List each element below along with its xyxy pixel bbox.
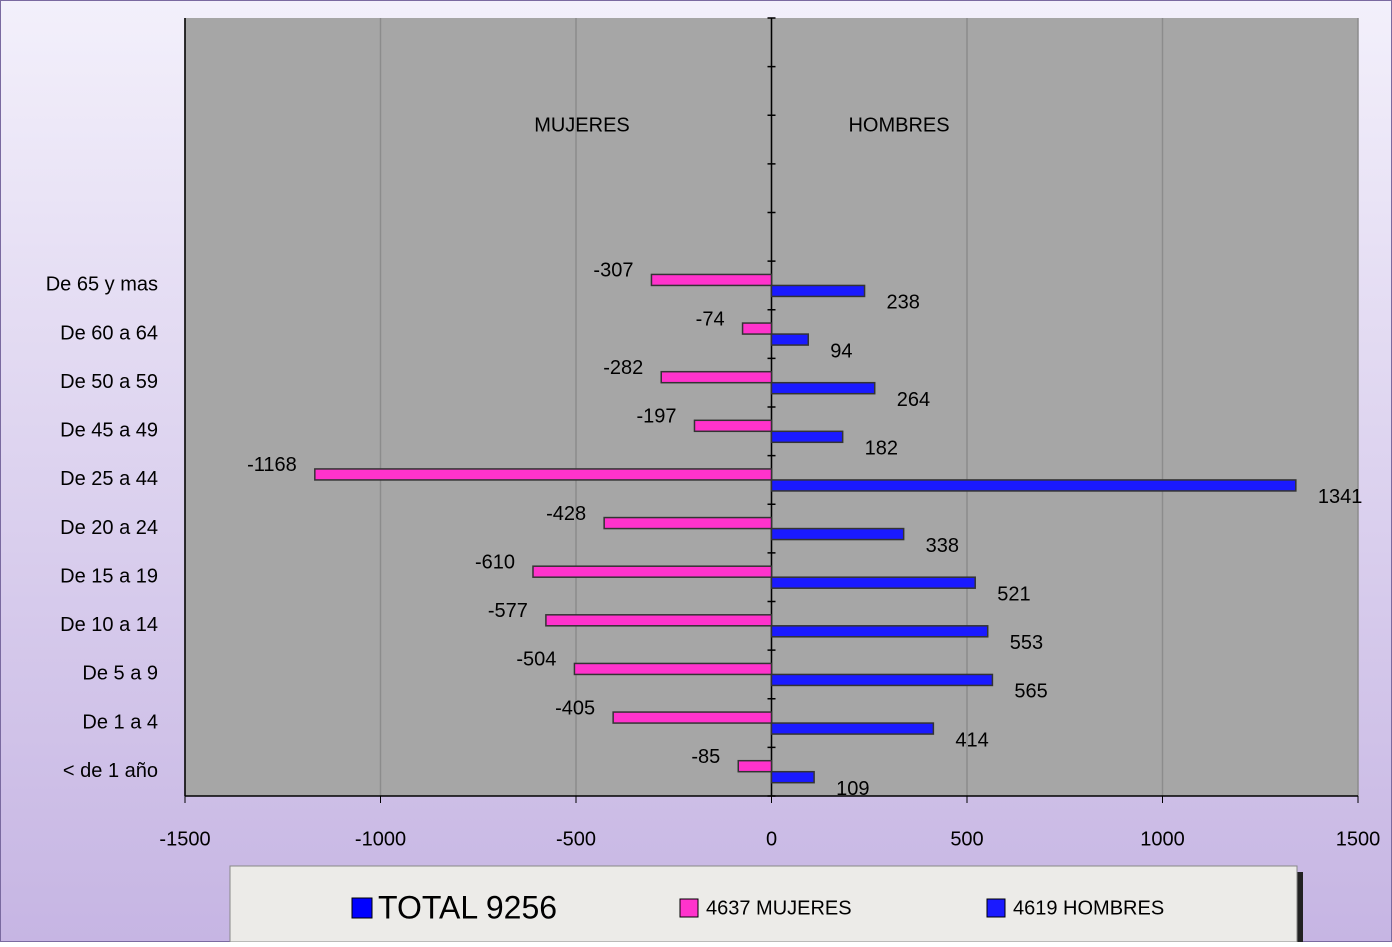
y-tick-label: De 60 a 64 bbox=[60, 322, 158, 344]
bar bbox=[770, 673, 994, 687]
value-label: 414 bbox=[955, 729, 988, 751]
bar bbox=[573, 662, 773, 676]
value-label: 1341 bbox=[1318, 486, 1363, 508]
bar bbox=[660, 370, 773, 384]
legend-swatch bbox=[351, 897, 373, 919]
bar bbox=[770, 770, 815, 784]
value-label: -197 bbox=[636, 406, 676, 428]
annotation: HOMBRES bbox=[848, 114, 949, 136]
value-label: -85 bbox=[691, 746, 720, 768]
bar bbox=[770, 333, 810, 346]
value-label: 264 bbox=[897, 389, 930, 411]
bar bbox=[770, 576, 976, 589]
y-tick-label: De 25 a 44 bbox=[60, 468, 158, 490]
y-tick-label: De 65 y mas bbox=[46, 274, 158, 296]
value-label: -428 bbox=[546, 503, 586, 525]
bar bbox=[314, 468, 773, 481]
bar bbox=[770, 722, 935, 735]
value-label: 238 bbox=[887, 292, 920, 314]
bar bbox=[737, 759, 773, 773]
bar bbox=[741, 322, 773, 335]
y-tick-label: De 20 a 24 bbox=[60, 517, 158, 539]
y-tick-label: De 15 a 19 bbox=[60, 565, 158, 587]
value-label: 521 bbox=[997, 583, 1030, 605]
bar bbox=[770, 527, 905, 541]
bar bbox=[603, 516, 773, 530]
value-label: -1168 bbox=[247, 454, 297, 476]
y-tick-label: De 5 a 9 bbox=[82, 663, 158, 685]
value-label: -577 bbox=[488, 600, 528, 622]
value-label: 109 bbox=[836, 778, 869, 800]
x-tick-label: 0 bbox=[766, 828, 777, 850]
y-tick-label: < de 1 año bbox=[63, 760, 158, 782]
annotation: MUJERES bbox=[534, 114, 630, 136]
bar bbox=[532, 565, 773, 578]
legend-swatch bbox=[986, 898, 1006, 918]
y-tick-label: De 10 a 14 bbox=[60, 614, 158, 636]
value-label: 338 bbox=[926, 535, 959, 557]
value-label: -504 bbox=[516, 649, 556, 671]
bar bbox=[650, 273, 773, 287]
value-label: 565 bbox=[1014, 681, 1047, 703]
value-label: 94 bbox=[830, 340, 852, 362]
legend-label: TOTAL 9256 bbox=[378, 889, 557, 925]
x-tick-label: -1000 bbox=[355, 828, 406, 850]
legend-box bbox=[229, 865, 1298, 943]
x-tick-label: -500 bbox=[556, 828, 596, 850]
bar bbox=[770, 284, 866, 298]
bar bbox=[612, 711, 773, 724]
value-label: 182 bbox=[865, 438, 898, 460]
x-tick-label: 1500 bbox=[1336, 828, 1381, 850]
x-tick-label: 500 bbox=[950, 828, 983, 850]
value-label: -282 bbox=[603, 357, 643, 379]
legend-label: 4637 MUJERES bbox=[706, 897, 852, 919]
bar bbox=[770, 381, 876, 395]
value-label: -405 bbox=[555, 697, 595, 719]
legend-label: 4619 HOMBRES bbox=[1013, 897, 1164, 919]
bar bbox=[545, 614, 773, 627]
bar bbox=[770, 479, 1297, 492]
value-label: -307 bbox=[593, 260, 633, 282]
value-label: -74 bbox=[696, 308, 725, 330]
y-tick-label: De 50 a 59 bbox=[60, 371, 158, 393]
y-tick-label: De 45 a 49 bbox=[60, 420, 158, 442]
value-label: 553 bbox=[1010, 632, 1043, 654]
y-tick-label: De 1 a 4 bbox=[82, 711, 158, 733]
bar bbox=[770, 625, 989, 638]
x-tick-label: 1000 bbox=[1140, 828, 1185, 850]
legend-swatch bbox=[679, 898, 699, 918]
bar bbox=[693, 419, 773, 433]
value-label: -610 bbox=[475, 551, 515, 573]
x-tick-label: -1500 bbox=[159, 828, 210, 850]
bar bbox=[770, 430, 844, 444]
